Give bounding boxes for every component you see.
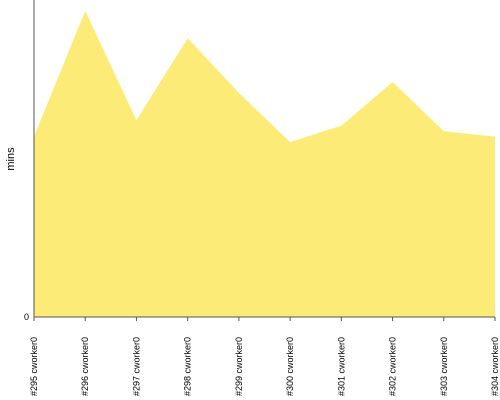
x-tick-labels: #295 cworker0 #296 cworker0 #297 cworker0 #…	[29, 317, 500, 396]
x-tick-label-4: #299 cworker0	[234, 337, 244, 396]
x-tick-label-6: #301 cworker0	[336, 337, 346, 396]
y-tick-labels: 0	[24, 312, 29, 322]
plot-area	[33, 10, 496, 318]
x-tick-label-9: #304 cworker0	[490, 337, 500, 396]
area-series-0	[34, 10, 495, 318]
x-tick-label-3: #298 cworker0	[183, 337, 193, 396]
x-tick-label-1: #296 cworker0	[80, 337, 90, 396]
x-tick-label-0: #295 cworker0	[29, 337, 39, 396]
y-tick-label-0: 0	[24, 312, 29, 322]
y-axis-label: mins	[5, 147, 17, 171]
x-tick-label-5: #300 cworker0	[285, 337, 295, 396]
x-tick-label-7: #302 cworker0	[388, 337, 398, 396]
x-tick-label-8: #303 cworker0	[439, 337, 449, 396]
x-tick-label-2: #297 cworker0	[131, 337, 141, 396]
